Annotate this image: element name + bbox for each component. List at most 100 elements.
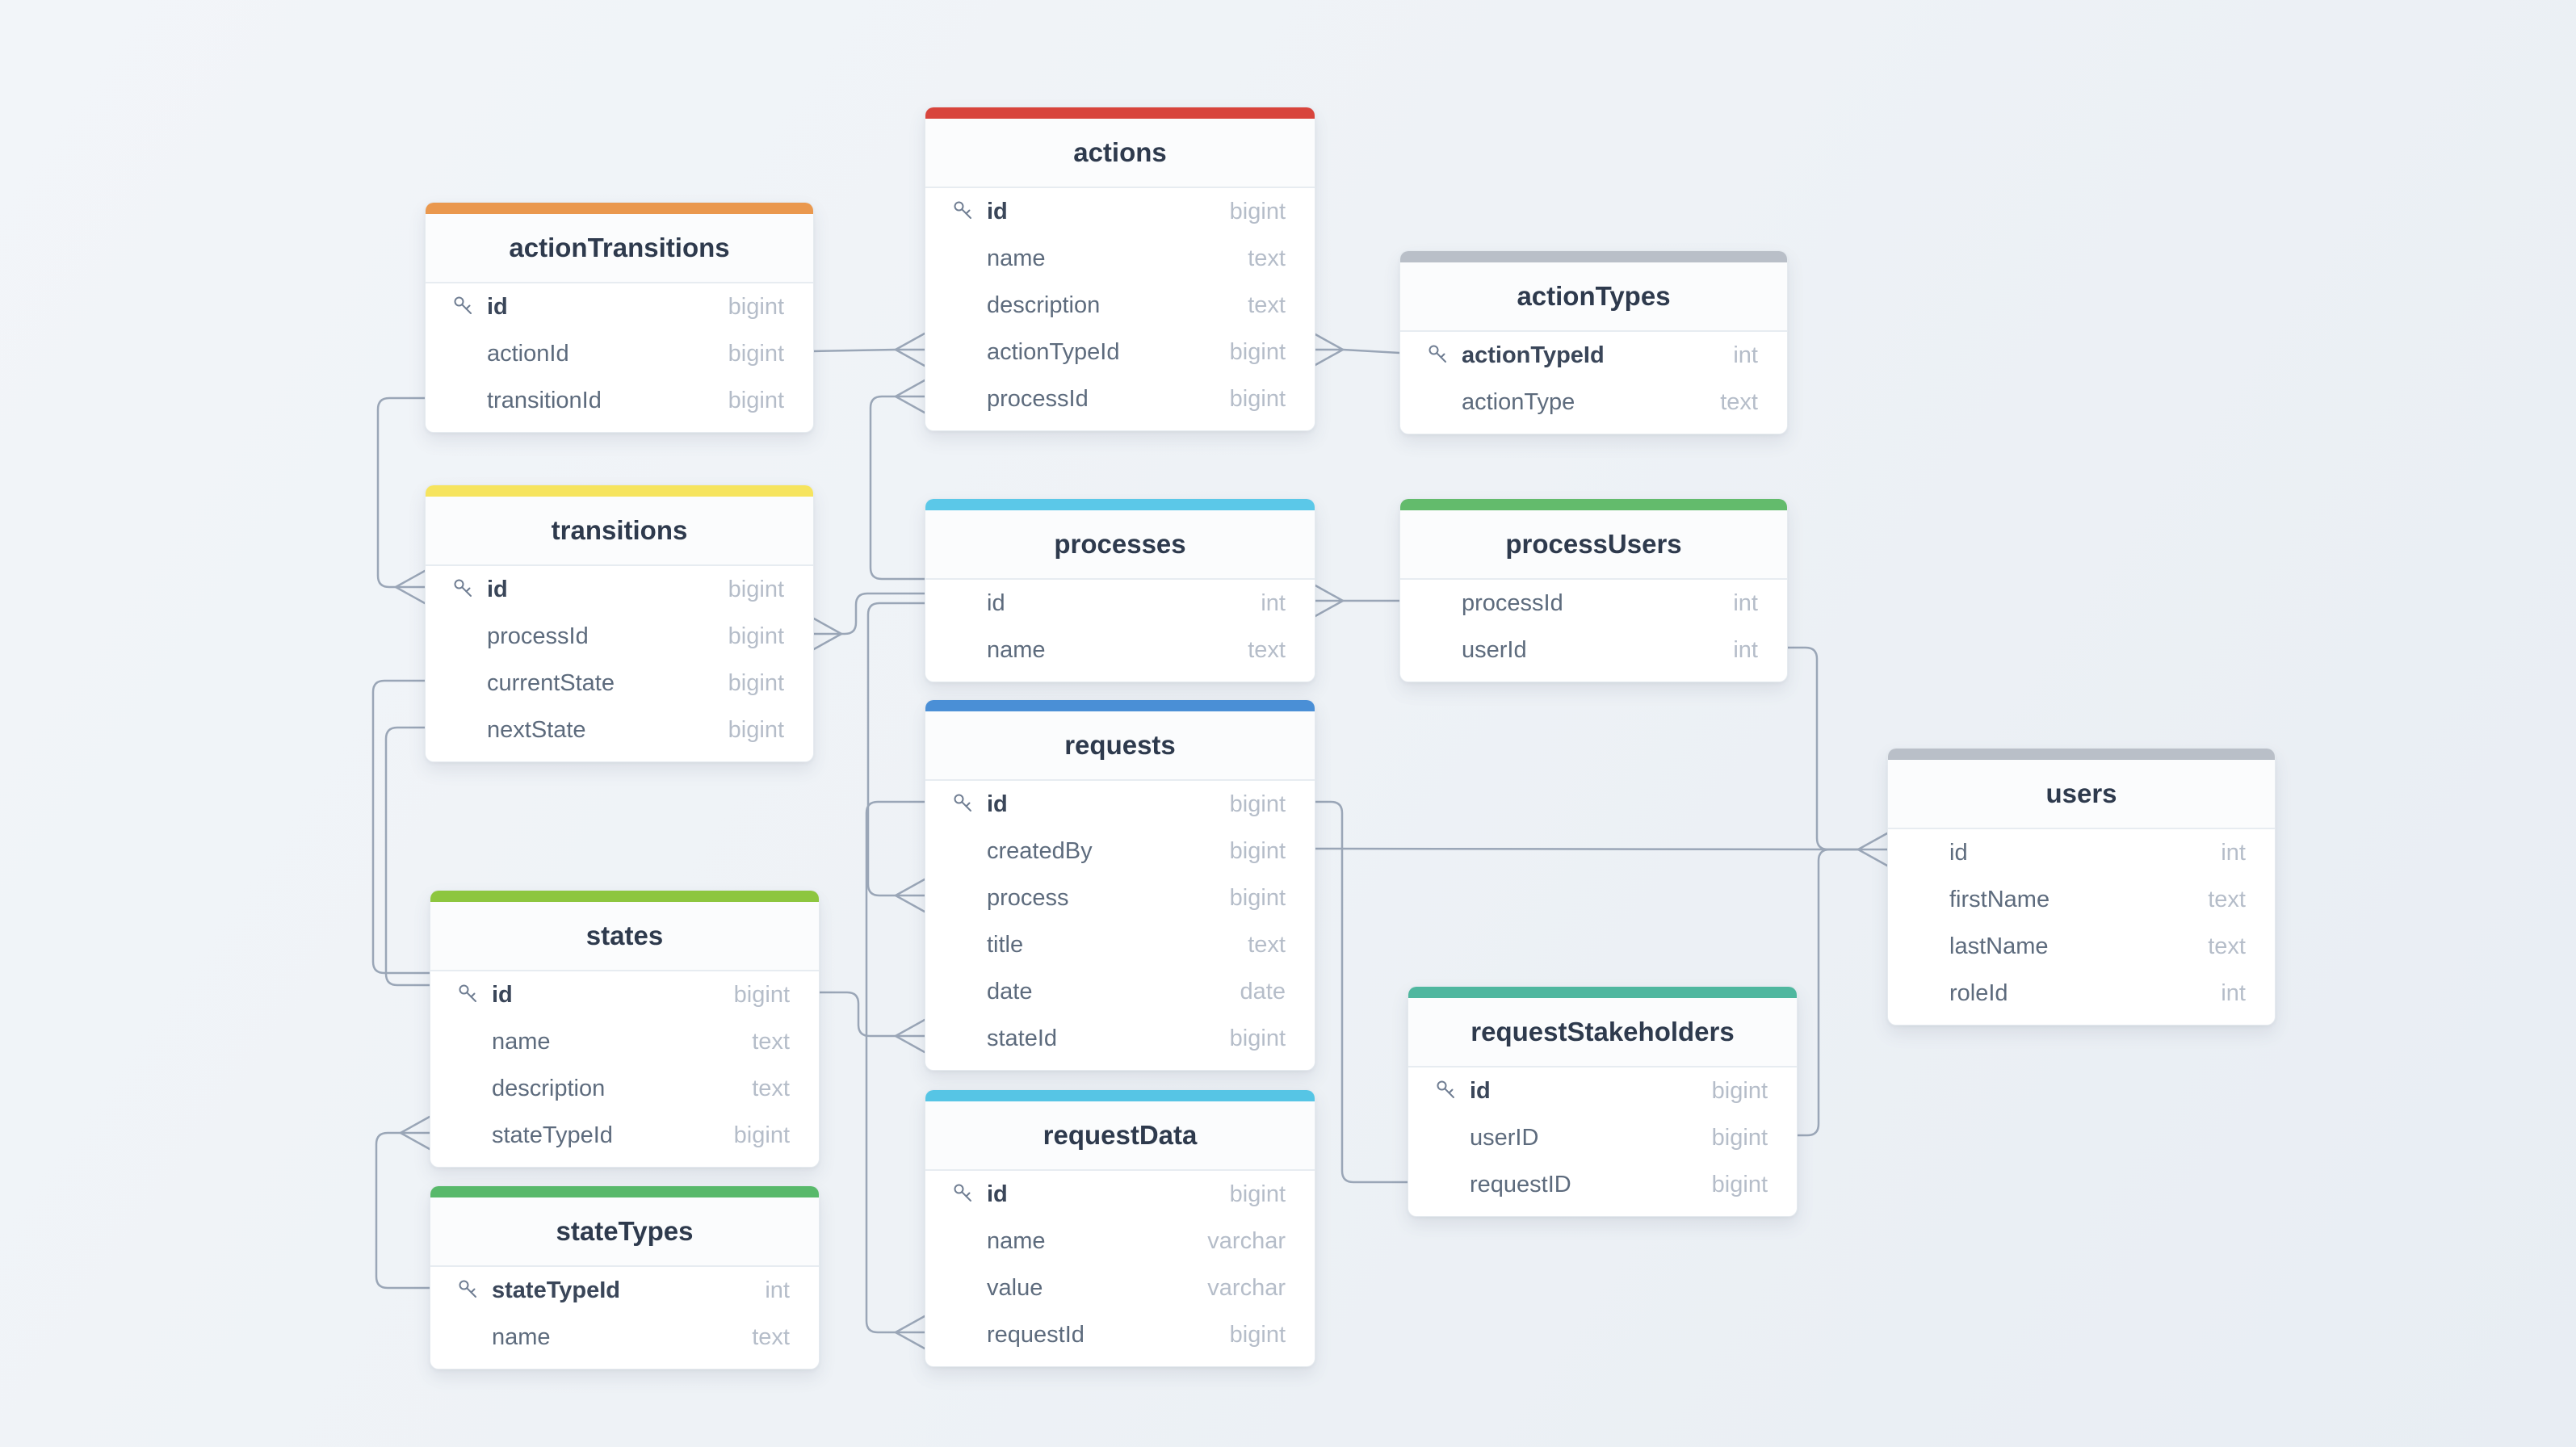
field-row-requestData-name: name varchar: [925, 1218, 1315, 1265]
table-title[interactable]: actionTypes: [1400, 262, 1787, 332]
field-row-processes-name: name text: [925, 627, 1315, 673]
table-requestStakeholders[interactable]: requestStakeholders id bigint userID big…: [1408, 986, 1798, 1217]
primary-key-icon: [951, 1181, 977, 1207]
field-row-actionTransitions-actionId: actionId bigint: [426, 330, 813, 377]
table-title[interactable]: actions: [925, 119, 1315, 188]
field-type: bigint: [728, 669, 784, 696]
table-fields: id bigint processId bigint currentState …: [426, 566, 813, 761]
table-transitions[interactable]: transitions id bigint processId bigint: [425, 484, 814, 762]
primary-key-icon: [451, 294, 477, 320]
table-actionTransitions[interactable]: actionTransitions id bigint actionId big…: [425, 202, 814, 433]
table-title[interactable]: actionTransitions: [426, 214, 813, 283]
table-requests[interactable]: requests id bigint createdBy bigint: [925, 699, 1315, 1071]
table-title[interactable]: requestData: [925, 1101, 1315, 1171]
table-fields: id bigint name text description text: [925, 188, 1315, 430]
table-requestData[interactable]: requestData id bigint name varchar: [925, 1089, 1315, 1367]
field-row-actions-processId: processId bigint: [925, 375, 1315, 422]
field-name: requestId: [987, 1321, 1085, 1348]
field-name: name: [492, 1028, 551, 1055]
field-name: userID: [1470, 1124, 1539, 1151]
table-title[interactable]: processUsers: [1400, 510, 1787, 580]
crow-foot-icon: [894, 878, 926, 913]
field-name: userId: [1462, 636, 1527, 663]
field-row-actions-name: name text: [925, 235, 1315, 282]
field-type: int: [1733, 342, 1758, 368]
field-type: bigint: [1229, 837, 1286, 864]
field-row-requestStakeholders-userID: userID bigint: [1408, 1114, 1797, 1161]
field-name: id: [492, 981, 513, 1008]
table-processes[interactable]: processes id int name text: [925, 498, 1315, 682]
field-type: int: [2221, 839, 2246, 866]
crow-foot-icon: [894, 332, 926, 367]
field-row-transitions-id: id bigint: [426, 566, 813, 613]
table-title[interactable]: processes: [925, 510, 1315, 580]
field-type: bigint: [1229, 1025, 1286, 1051]
table-fields: id bigint name varchar value varchar: [925, 1171, 1315, 1366]
table-fields: processId int userId int: [1400, 580, 1787, 682]
field-name: id: [1949, 839, 1968, 866]
field-type: bigint: [1229, 1181, 1286, 1207]
field-type: bigint: [728, 576, 784, 602]
field-row-requestData-value: value varchar: [925, 1265, 1315, 1311]
relation-line-actionTransitions.transitionId-to-transitions.id: [376, 396, 426, 589]
field-row-requests-date: date date: [925, 968, 1315, 1015]
table-header-strip: [1400, 251, 1787, 262]
field-type: bigint: [1229, 338, 1286, 365]
relation-line-actions.processId-to-processes.id: [869, 395, 926, 581]
field-name: actionId: [487, 340, 569, 367]
primary-key-icon: [456, 1277, 482, 1303]
table-title[interactable]: stateTypes: [430, 1197, 819, 1267]
table-fields: stateTypeId int name text: [430, 1267, 819, 1369]
table-header-strip: [925, 107, 1315, 119]
table-actions[interactable]: actions id bigint name text: [925, 107, 1315, 431]
field-row-actionTransitions-id: id bigint: [426, 283, 813, 330]
table-fields: id bigint userID bigint requestID bigint: [1408, 1067, 1797, 1216]
table-title[interactable]: users: [1888, 760, 2275, 829]
table-header-strip: [430, 891, 819, 902]
field-row-requests-title: title text: [925, 921, 1315, 968]
field-row-users-roleId: roleId int: [1888, 970, 2275, 1017]
crow-foot-icon: [894, 1315, 926, 1350]
field-name: id: [987, 791, 1008, 817]
field-name: stateTypeId: [492, 1277, 621, 1303]
table-stateTypes[interactable]: stateTypes stateTypeId int name text: [430, 1185, 820, 1369]
table-title[interactable]: transitions: [426, 497, 813, 566]
field-row-transitions-nextState: nextState bigint: [426, 707, 813, 753]
field-row-actions-id: id bigint: [925, 188, 1315, 235]
table-states[interactable]: states id bigint name text: [430, 890, 820, 1168]
field-row-actionTypes-actionType: actionType text: [1400, 379, 1787, 426]
field-name: actionType: [1462, 388, 1575, 415]
field-name: firstName: [1949, 886, 2050, 912]
table-users[interactable]: users id int firstName text: [1887, 748, 2276, 1025]
relation-line-transitions.currentState-to-states.id: [371, 679, 431, 975]
field-type: int: [1261, 589, 1286, 616]
table-fields: id bigint name text description text: [430, 971, 819, 1167]
field-type: text: [1248, 291, 1286, 318]
field-type: bigint: [1229, 1321, 1286, 1348]
relation-line-states.stateTypeId-to-stateTypes.stateTypeId: [375, 1131, 431, 1290]
table-actionTypes[interactable]: actionTypes actionTypeId int actionType …: [1399, 250, 1788, 434]
relation-line-requestStakeholders.userID-to-users.id: [1794, 848, 1860, 1137]
field-row-requests-process: process bigint: [925, 874, 1315, 921]
field-row-transitions-processId: processId bigint: [426, 613, 813, 660]
field-row-requests-createdBy: createdBy bigint: [925, 828, 1315, 874]
table-title[interactable]: states: [430, 902, 819, 971]
crow-foot-icon: [394, 569, 426, 605]
field-type: text: [1248, 245, 1286, 271]
table-title[interactable]: requests: [925, 711, 1315, 781]
field-row-requests-stateId: stateId bigint: [925, 1015, 1315, 1062]
field-row-states-stateTypeId: stateTypeId bigint: [430, 1112, 819, 1159]
field-type: bigint: [1229, 791, 1286, 817]
field-row-requests-id: id bigint: [925, 781, 1315, 828]
field-name: id: [987, 589, 1005, 616]
field-name: value: [987, 1274, 1043, 1301]
relation-line-actions.actionTypeId-to-actionTypes.actionTypeId: [1341, 348, 1401, 354]
field-name: actionTypeId: [1462, 342, 1605, 368]
table-processUsers[interactable]: processUsers processId int userId int: [1399, 498, 1788, 682]
table-title[interactable]: requestStakeholders: [1408, 998, 1797, 1067]
primary-key-icon: [451, 577, 477, 602]
field-row-stateTypes-name: name text: [430, 1314, 819, 1361]
field-name: name: [987, 1227, 1046, 1254]
